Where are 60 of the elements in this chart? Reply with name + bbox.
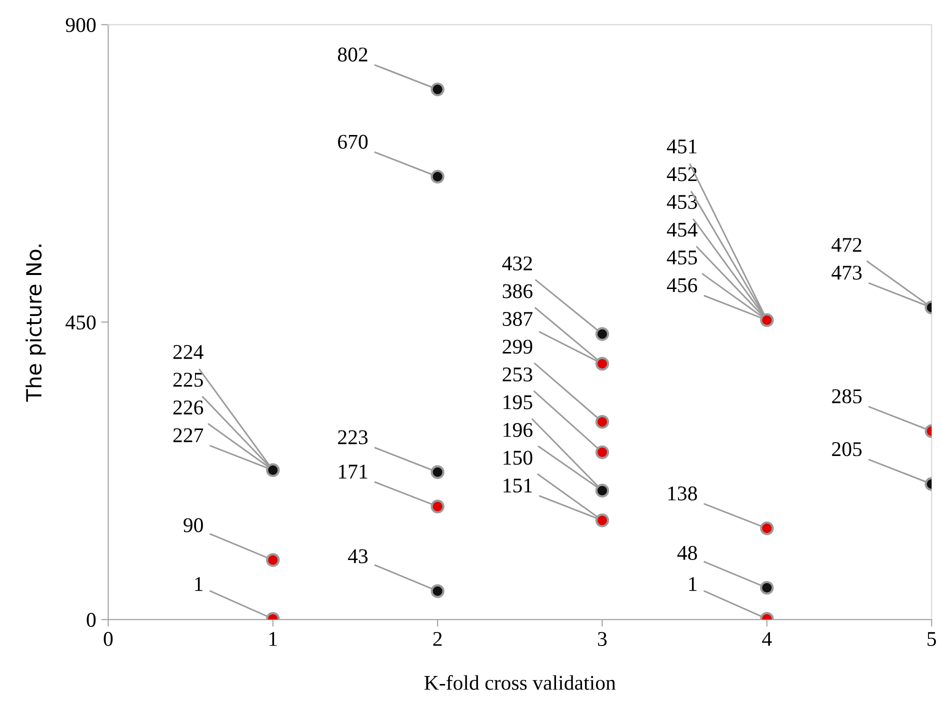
x-axis-title: K-fold cross validation <box>424 675 616 690</box>
annotation: 1 <box>689 577 696 591</box>
annotation: 224 <box>173 345 204 359</box>
point <box>760 580 774 595</box>
y-tick-label: 900 <box>66 18 96 32</box>
point <box>595 445 610 460</box>
point <box>430 584 444 598</box>
x-tick-label: 2 <box>433 632 442 646</box>
annotation: 299 <box>502 340 532 354</box>
annotation: 455 <box>666 250 697 264</box>
annotation: 451 <box>666 140 696 154</box>
annotation: 90 <box>184 518 203 532</box>
annotation: 138 <box>668 486 697 500</box>
annotation: 225 <box>173 372 203 387</box>
point <box>595 415 610 429</box>
point <box>430 500 444 514</box>
point <box>595 327 610 341</box>
annotation: 151 <box>504 478 532 493</box>
annotation: 1 <box>195 577 202 591</box>
point <box>266 553 280 567</box>
annotation: 227 <box>173 428 204 442</box>
point <box>430 170 444 184</box>
point <box>595 514 610 528</box>
annotation: 432 <box>502 256 532 270</box>
annotation: 223 <box>338 430 368 444</box>
annotation: 387 <box>502 312 532 326</box>
annotation: 454 <box>666 222 698 237</box>
annotation: 48 <box>677 546 697 560</box>
annotation: 43 <box>348 549 368 564</box>
y-tick-label: 0 <box>86 612 96 627</box>
annotation: 452 <box>666 167 697 182</box>
point <box>430 82 444 96</box>
annotation: 285 <box>832 389 862 404</box>
annotation: 456 <box>666 278 698 292</box>
point <box>266 463 280 477</box>
x-tick-label: 4 <box>762 632 772 646</box>
annotation: 472 <box>832 238 862 252</box>
x-tick-label: 0 <box>104 632 113 646</box>
annotation: 150 <box>504 450 532 465</box>
annotation: 802 <box>338 48 368 62</box>
x-tick-label: 1 <box>270 632 277 646</box>
x-tick-label: 3 <box>598 632 607 646</box>
annotation: 386 <box>502 284 532 298</box>
annotation: 205 <box>832 442 862 456</box>
annotation: 253 <box>502 367 532 382</box>
point <box>760 313 774 327</box>
x-tick-label: 5 <box>928 632 936 646</box>
point <box>760 521 774 536</box>
y-tick-label: 450 <box>66 315 96 330</box>
point <box>595 484 610 498</box>
annotation: 453 <box>666 194 697 209</box>
annotation: 196 <box>504 423 532 438</box>
point <box>595 356 610 371</box>
annotation: 670 <box>338 134 368 149</box>
annotation: 226 <box>173 400 204 415</box>
annotation: 473 <box>832 266 862 280</box>
y-axis-title: The picture No. <box>26 244 46 402</box>
annotation: 195 <box>504 395 532 410</box>
point <box>430 465 444 479</box>
annotation: 171 <box>338 464 368 478</box>
